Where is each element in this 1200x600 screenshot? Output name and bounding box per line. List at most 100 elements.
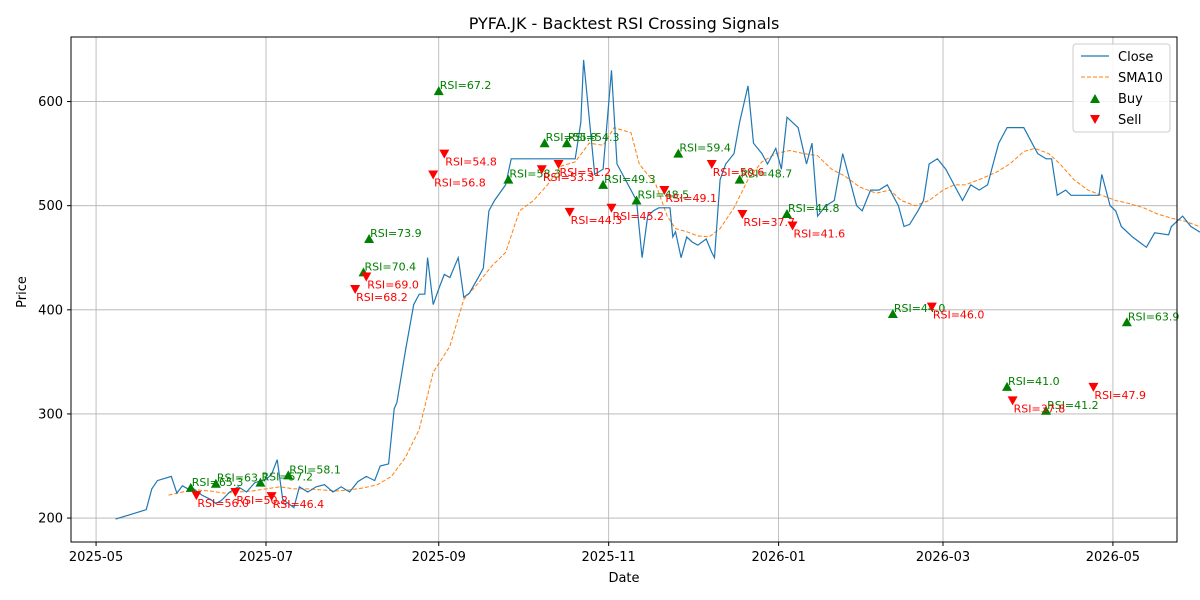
sell-marker — [787, 221, 798, 231]
sell-annotation: RSI=41.6 — [794, 227, 846, 240]
buy-marker — [364, 234, 375, 243]
sell-annotation: RSI=47.9 — [1094, 389, 1146, 402]
buy-marker — [539, 138, 550, 148]
x-tick-label: 2026-01 — [751, 550, 805, 565]
sell-annotation: RSI=68.2 — [356, 291, 408, 304]
sma10-series-line — [168, 127, 1200, 496]
sell-marker — [361, 272, 372, 282]
y-axis: 200 300 400 500 600 — [38, 95, 71, 527]
x-tick-label: 2025-07 — [239, 550, 293, 565]
y-tick-label: 600 — [38, 95, 63, 110]
buy-annotation: RSI=41.0 — [1008, 375, 1060, 388]
x-tick-label: 2026-05 — [1086, 550, 1140, 565]
plot-area: RSI=65.3RSI=63.7RSI=57.2RSI=58.1RSI=70.4… — [115, 59, 1200, 520]
y-tick-label: 200 — [38, 512, 63, 527]
sell-marker — [926, 302, 937, 312]
sell-annotation: RSI=69.0 — [367, 278, 419, 291]
legend-buy-label: Buy — [1118, 92, 1143, 107]
buy-annotation: RSI=54.3 — [568, 131, 620, 144]
buy-marker — [255, 477, 266, 487]
sell-marker — [439, 149, 450, 159]
buy-marker — [734, 174, 745, 184]
sell-annotation: RSI=56.0 — [197, 497, 249, 510]
buy-annotation: RSI=49.3 — [604, 173, 656, 186]
sell-marker — [737, 210, 748, 220]
buy-marker — [561, 138, 572, 148]
sell-marker — [536, 165, 547, 175]
sell-marker — [428, 170, 439, 180]
legend: Close SMA10 Buy Sell — [1072, 43, 1171, 133]
buy-annotation: RSI=44.8 — [788, 202, 840, 215]
buy-annotation: RSI=58.1 — [289, 463, 341, 476]
x-axis: 2025-05 2025-07 2025-09 2025-11 2026-01 2026-… — [69, 542, 1140, 565]
legend-sma10-label: SMA10 — [1118, 71, 1163, 86]
sell-marker — [606, 203, 617, 213]
legend-close-label: Close — [1118, 50, 1153, 65]
buy-marker — [1121, 317, 1132, 327]
x-tick-label: 2025-05 — [69, 550, 123, 565]
sell-annotation: RSI=46.0 — [933, 309, 985, 322]
x-tick-label: 2025-09 — [412, 550, 466, 565]
sell-annotation: RSI=53.3 — [543, 171, 595, 184]
sell-marker — [553, 160, 564, 170]
buy-marker — [887, 308, 898, 318]
plot-frame — [70, 36, 1178, 543]
sell-annotation: RSI=46.4 — [273, 498, 325, 511]
y-tick-label: 400 — [38, 303, 63, 318]
sell-annotation: RSI=51.2 — [560, 166, 612, 179]
buy-marker — [503, 174, 514, 184]
buy-annotation: RSI=59.4 — [679, 142, 731, 155]
chart-title: PYFA.JK - Backtest RSI Crossing Signals — [469, 14, 780, 33]
buy-marker — [283, 470, 294, 480]
buy-annotation: RSI=48.5 — [638, 188, 690, 201]
sell-marker — [659, 186, 670, 196]
sell-annotation: RSI=44.3 — [571, 214, 623, 227]
sell-marker — [266, 492, 277, 502]
buy-annotation: RSI=48.7 — [741, 168, 793, 181]
sell-annotation: RSI=37.7 — [743, 216, 795, 229]
y-tick-label: 300 — [38, 407, 63, 422]
buy-annotation: RSI=70.4 — [365, 260, 417, 273]
buy-marker — [631, 195, 642, 205]
signal-markers: RSI=65.3RSI=63.7RSI=57.2RSI=58.1RSI=70.4… — [185, 79, 1180, 511]
x-axis-label: Date — [608, 571, 639, 586]
buy-annotation: RSI=73.9 — [370, 227, 422, 240]
buy-annotation: RSI=67.2 — [440, 79, 492, 92]
buy-marker — [1041, 405, 1052, 415]
x-tick-label: 2026-03 — [916, 550, 970, 565]
sell-annotation: RSI=50.6 — [713, 166, 765, 179]
buy-annotation: RSI=41.2 — [1047, 399, 1099, 412]
sell-marker — [350, 284, 361, 294]
buy-annotation: RSI=55.8 — [546, 131, 598, 144]
sell-annotation: RSI=49.1 — [665, 192, 717, 205]
sell-marker — [230, 488, 241, 498]
sell-annotation: RSI=54.8 — [445, 156, 497, 169]
sell-marker — [191, 491, 202, 501]
sell-marker — [706, 160, 717, 170]
buy-marker — [433, 86, 444, 96]
buy-annotation: RSI=63.9 — [1128, 310, 1180, 323]
legend-box — [1072, 43, 1171, 133]
legend-sell-swatch — [1090, 115, 1100, 124]
buy-marker — [781, 209, 792, 219]
buy-marker — [673, 148, 684, 158]
x-tick-label: 2025-11 — [582, 550, 636, 565]
legend-buy-swatch — [1090, 94, 1100, 103]
buy-annotation: RSI=58.3 — [509, 168, 561, 181]
buy-marker — [185, 482, 196, 492]
legend-sell-label: Sell — [1118, 113, 1141, 128]
sell-annotation: RSI=45.2 — [612, 210, 664, 223]
sell-annotation: RSI=56.8 — [434, 176, 486, 189]
buy-marker — [1002, 381, 1013, 391]
buy-marker — [598, 179, 609, 189]
sell-marker — [1088, 382, 1099, 392]
sell-annotation: RSI=37.8 — [1014, 402, 1066, 415]
y-axis-label: Price — [15, 276, 30, 308]
sell-marker — [1007, 396, 1018, 406]
sell-annotation: RSI=50.2 — [236, 494, 288, 507]
y-tick-label: 500 — [38, 199, 63, 214]
grid — [71, 37, 1177, 542]
buy-annotation: RSI=63.7 — [217, 472, 269, 485]
close-series-line — [115, 59, 1200, 520]
